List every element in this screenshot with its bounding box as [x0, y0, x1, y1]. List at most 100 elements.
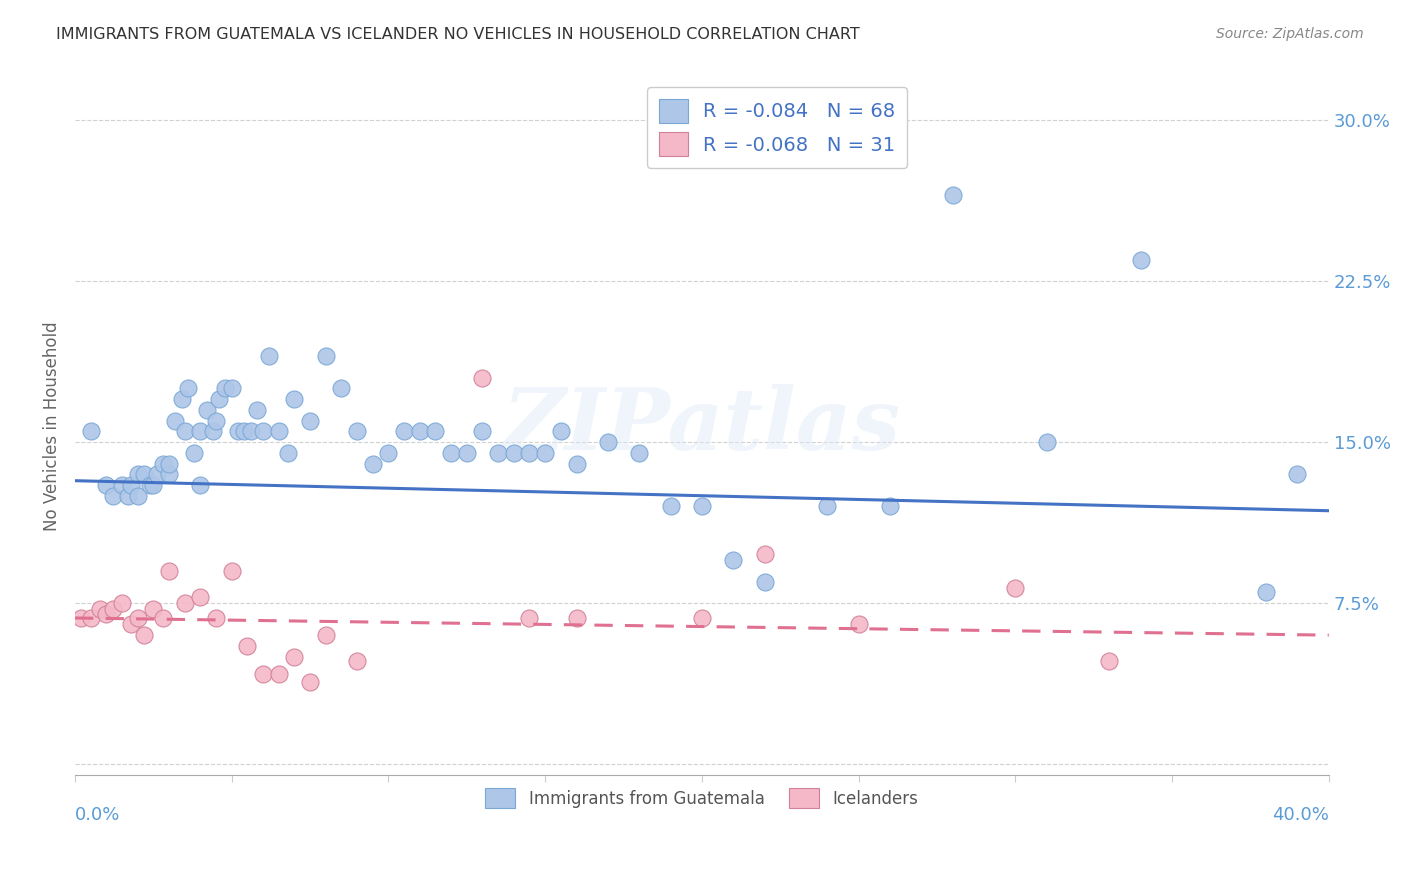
- Point: [127, 489, 149, 503]
- Point: [79, 425, 101, 439]
- Point: [519, 446, 541, 460]
- Point: [152, 457, 174, 471]
- Point: [392, 425, 415, 439]
- Point: [201, 425, 224, 439]
- Point: [690, 611, 713, 625]
- Point: [157, 467, 180, 482]
- Point: [195, 403, 218, 417]
- Point: [70, 611, 93, 625]
- Point: [208, 392, 231, 407]
- Point: [117, 489, 139, 503]
- Point: [190, 425, 212, 439]
- Point: [1129, 252, 1152, 267]
- Point: [267, 425, 290, 439]
- Point: [596, 435, 619, 450]
- Text: IMMIGRANTS FROM GUATEMALA VS ICELANDER NO VEHICLES IN HOUSEHOLD CORRELATION CHAR: IMMIGRANTS FROM GUATEMALA VS ICELANDER N…: [56, 27, 860, 42]
- Point: [283, 392, 305, 407]
- Point: [471, 425, 494, 439]
- Point: [1004, 581, 1026, 595]
- Point: [190, 478, 212, 492]
- Point: [236, 639, 259, 653]
- Point: [89, 602, 111, 616]
- Point: [111, 596, 134, 610]
- Point: [628, 446, 651, 460]
- Point: [330, 382, 353, 396]
- Point: [252, 666, 274, 681]
- Point: [157, 564, 180, 578]
- Point: [165, 414, 187, 428]
- Point: [565, 457, 588, 471]
- Point: [157, 457, 180, 471]
- Point: [239, 425, 262, 439]
- Point: [519, 611, 541, 625]
- Point: [1035, 435, 1057, 450]
- Point: [177, 382, 200, 396]
- Point: [96, 607, 118, 621]
- Point: [299, 414, 322, 428]
- Point: [183, 446, 205, 460]
- Point: [754, 574, 776, 589]
- Point: [173, 425, 195, 439]
- Point: [502, 446, 524, 460]
- Point: [315, 628, 337, 642]
- Point: [315, 349, 337, 363]
- Point: [690, 500, 713, 514]
- Point: [221, 564, 243, 578]
- Point: [440, 446, 463, 460]
- Point: [79, 611, 101, 625]
- Point: [283, 649, 305, 664]
- Point: [170, 392, 193, 407]
- Point: [1098, 654, 1121, 668]
- Point: [815, 500, 838, 514]
- Point: [111, 478, 134, 492]
- Point: [145, 467, 167, 482]
- Point: [565, 611, 588, 625]
- Point: [190, 590, 212, 604]
- Y-axis label: No Vehicles in Household: No Vehicles in Household: [44, 321, 60, 531]
- Point: [299, 675, 322, 690]
- Point: [132, 628, 155, 642]
- Point: [142, 478, 165, 492]
- Point: [259, 349, 281, 363]
- Point: [252, 425, 274, 439]
- Point: [471, 370, 494, 384]
- Point: [101, 602, 124, 616]
- Point: [486, 446, 509, 460]
- Text: 40.0%: 40.0%: [1272, 806, 1329, 824]
- Text: ZIPatlas: ZIPatlas: [503, 384, 901, 467]
- Point: [101, 489, 124, 503]
- Point: [659, 500, 682, 514]
- Point: [377, 446, 399, 460]
- Legend: Immigrants from Guatemala, Icelanders: Immigrants from Guatemala, Icelanders: [478, 781, 925, 815]
- Point: [346, 654, 368, 668]
- Point: [205, 414, 228, 428]
- Point: [723, 553, 745, 567]
- Point: [226, 425, 249, 439]
- Point: [132, 467, 155, 482]
- Point: [96, 478, 118, 492]
- Text: 0.0%: 0.0%: [75, 806, 121, 824]
- Point: [120, 478, 142, 492]
- Point: [277, 446, 299, 460]
- Point: [1254, 585, 1277, 599]
- Point: [409, 425, 432, 439]
- Point: [848, 617, 870, 632]
- Point: [139, 478, 162, 492]
- Point: [233, 425, 256, 439]
- Point: [754, 547, 776, 561]
- Point: [127, 467, 149, 482]
- Point: [346, 425, 368, 439]
- Point: [246, 403, 269, 417]
- Point: [152, 611, 174, 625]
- Point: [361, 457, 384, 471]
- Point: [425, 425, 447, 439]
- Point: [1286, 467, 1309, 482]
- Point: [879, 500, 901, 514]
- Point: [550, 425, 572, 439]
- Point: [205, 611, 228, 625]
- Point: [942, 188, 965, 202]
- Text: Source: ZipAtlas.com: Source: ZipAtlas.com: [1216, 27, 1364, 41]
- Point: [221, 382, 243, 396]
- Point: [127, 611, 149, 625]
- Point: [214, 382, 236, 396]
